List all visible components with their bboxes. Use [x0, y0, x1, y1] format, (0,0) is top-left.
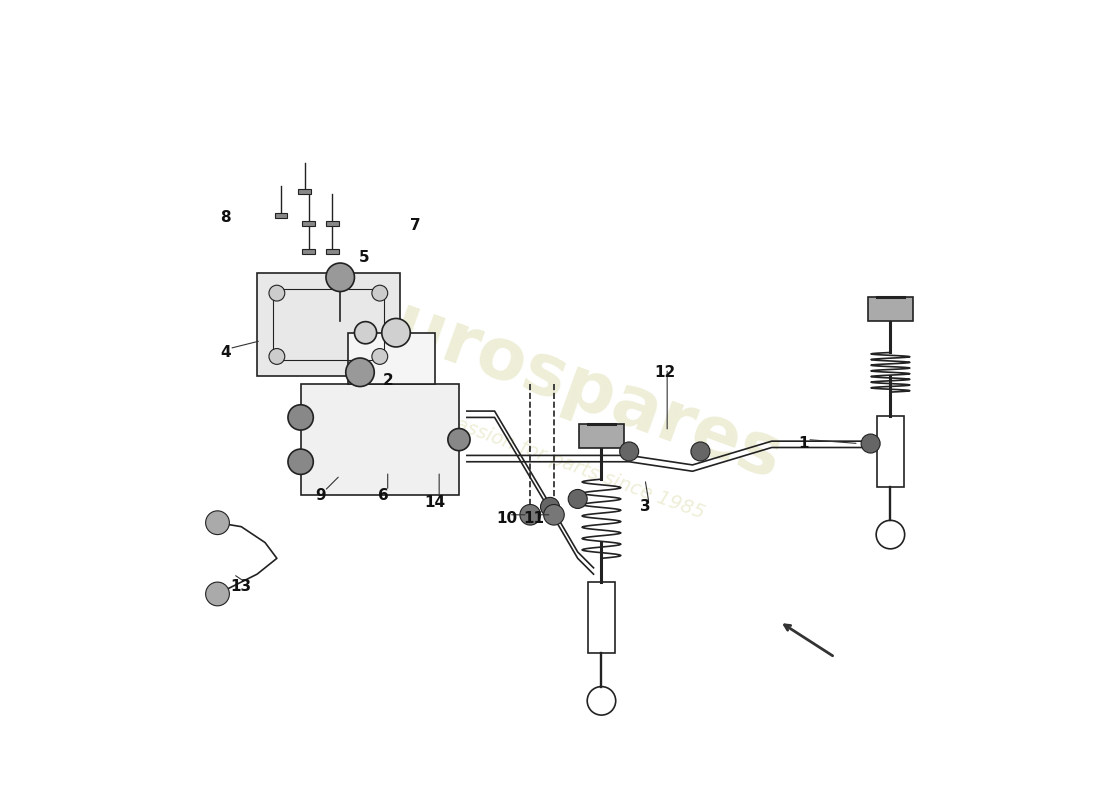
Text: 14: 14: [425, 495, 446, 510]
Circle shape: [520, 505, 540, 525]
Bar: [877, 416, 904, 487]
Text: 1: 1: [799, 436, 808, 451]
Circle shape: [372, 349, 387, 364]
Bar: [580, 424, 624, 447]
Text: 8: 8: [220, 210, 231, 226]
Text: 2: 2: [383, 373, 393, 388]
Circle shape: [543, 505, 564, 525]
Circle shape: [206, 582, 230, 606]
Circle shape: [345, 358, 374, 386]
Bar: [302, 249, 315, 254]
Bar: [298, 190, 311, 194]
Text: 12: 12: [654, 365, 675, 380]
Circle shape: [354, 322, 376, 344]
Bar: [257, 274, 399, 376]
Bar: [300, 384, 459, 495]
Circle shape: [382, 318, 410, 347]
Text: 11: 11: [524, 511, 544, 526]
Circle shape: [288, 449, 313, 474]
Circle shape: [569, 490, 587, 509]
Bar: [273, 289, 384, 361]
Circle shape: [448, 429, 470, 450]
Circle shape: [540, 498, 560, 516]
Bar: [868, 297, 913, 321]
Circle shape: [326, 263, 354, 291]
Text: 10: 10: [496, 511, 517, 526]
Circle shape: [270, 286, 285, 301]
Circle shape: [372, 286, 387, 301]
Text: 9: 9: [315, 487, 326, 502]
Bar: [587, 582, 615, 654]
Text: eurospares: eurospares: [340, 274, 792, 494]
Circle shape: [619, 442, 639, 461]
Circle shape: [691, 442, 710, 461]
Bar: [326, 249, 339, 254]
Bar: [326, 221, 339, 226]
Text: 3: 3: [640, 499, 650, 514]
Text: 4: 4: [220, 345, 231, 360]
Circle shape: [206, 511, 230, 534]
Circle shape: [288, 405, 313, 430]
Text: 6: 6: [378, 487, 389, 502]
Text: a passion for parts since 1985: a passion for parts since 1985: [425, 404, 707, 522]
Text: 5: 5: [359, 250, 370, 265]
Bar: [275, 213, 287, 218]
Bar: [348, 333, 436, 384]
Bar: [302, 221, 315, 226]
Circle shape: [270, 349, 285, 364]
Text: 13: 13: [231, 578, 252, 594]
Text: 7: 7: [410, 218, 420, 234]
Circle shape: [861, 434, 880, 453]
